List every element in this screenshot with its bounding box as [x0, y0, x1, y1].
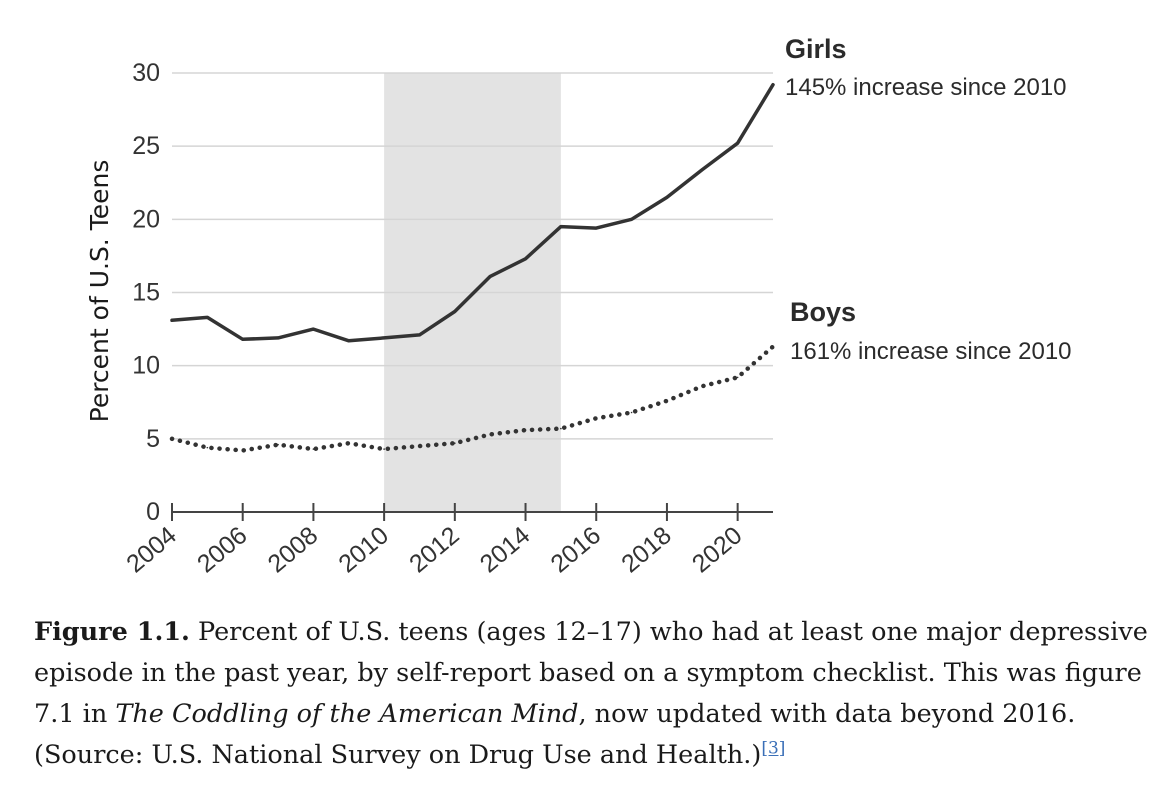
data-point-boys-2013: [489, 433, 491, 436]
data-point-boys-2018: [666, 399, 668, 402]
series-line-boys: [169, 344, 776, 453]
data-point-boys-2020: [736, 376, 739, 379]
series-annotation-boys: 161% increase since 2010: [790, 338, 1072, 365]
y-tick-label-0: 0: [146, 498, 160, 526]
data-point-boys-2006: [241, 449, 244, 452]
data-point-girls-2015: [560, 225, 562, 228]
x-tick-label-2006: 2006: [192, 521, 253, 578]
figure-caption: Figure 1.1. Percent of U.S. teens (ages …: [34, 612, 1158, 776]
y-tick-label-15: 15: [132, 279, 160, 307]
x-tick-label-2010: 2010: [333, 521, 394, 578]
data-point-boys-2005: [206, 446, 209, 449]
data-point-girls-2013: [489, 275, 491, 278]
data-point-girls-2008: [312, 328, 315, 330]
series-annotations: Girls 145% increase since 2010 Boys 161% in…: [785, 34, 1072, 365]
data-point-boys-2009: [347, 442, 350, 445]
footnote-link[interactable]: [3]: [761, 738, 786, 759]
data-point-girls-2016: [595, 227, 598, 229]
data-point-girls-2014: [524, 258, 527, 260]
x-tick-label-2008: 2008: [263, 521, 324, 578]
data-point-girls-2004: [171, 319, 173, 322]
data-point-boys-2015: [560, 427, 562, 430]
data-point-boys-2008: [312, 448, 315, 450]
x-tick-label-2018: 2018: [616, 521, 677, 578]
series-line-girls: [170, 82, 775, 343]
x-tick-label-2012: 2012: [404, 521, 465, 578]
data-point-girls-2018: [666, 196, 668, 199]
data-point-boys-2017: [630, 411, 633, 414]
y-axis-label: Percent of U.S. Teens: [85, 160, 114, 423]
caption-label: Figure 1.1.: [34, 617, 190, 647]
data-point-girls-2012: [454, 310, 456, 313]
data-point-boys-2016: [595, 417, 598, 420]
caption-text-1: Percent of U.S. teens (ages 12–17) who h…: [34, 617, 1148, 729]
data-point-boys-2021: [772, 345, 774, 348]
x-tick-label-2014: 2014: [475, 521, 536, 578]
data-point-boys-2012: [454, 442, 456, 445]
y-tick-label-10: 10: [132, 352, 160, 380]
data-point-boys-2010: [383, 448, 385, 450]
data-point-boys-2014: [524, 429, 527, 431]
y-tick-label-20: 20: [132, 205, 160, 233]
series-annotation-girls: 145% increase since 2010: [785, 74, 1067, 101]
y-tick-label-30: 30: [132, 59, 160, 87]
series-label-boys: Boys: [790, 297, 856, 327]
data-point-boys-2011: [418, 445, 421, 447]
caption-text-2: , now updated with data beyond 2016. (So…: [34, 699, 1076, 770]
x-tick-label-2016: 2016: [545, 521, 606, 578]
data-point-girls-2010: [383, 337, 385, 339]
series-label-girls: Girls: [785, 34, 847, 64]
data-point-girls-2006: [241, 338, 244, 341]
data-point-girls-2011: [418, 334, 421, 336]
data-point-boys-2019: [701, 385, 704, 387]
data-point-girls-2007: [277, 337, 279, 339]
y-tick-label-25: 25: [132, 132, 160, 160]
data-point-boys-2007: [277, 443, 279, 446]
line-chart: 0 5 10 15 20 25 30 2004 2006 2008 2010 2012 2014 2016…: [85, 34, 1072, 578]
caption-book-title: The Coddling of the American Mind: [115, 699, 579, 729]
data-point-girls-2020: [736, 142, 739, 145]
data-point-girls-2005: [206, 316, 209, 319]
x-tick-label-2020: 2020: [687, 521, 748, 578]
data-point-girls-2021: [772, 83, 774, 86]
series-lines: [169, 82, 776, 453]
data-point-boys-2004: [171, 438, 173, 440]
data-point-girls-2017: [630, 218, 633, 221]
data-point-girls-2019: [701, 168, 704, 171]
y-tick-label-5: 5: [146, 425, 160, 453]
data-point-girls-2009: [347, 339, 350, 342]
x-tick-label-2004: 2004: [121, 521, 182, 578]
